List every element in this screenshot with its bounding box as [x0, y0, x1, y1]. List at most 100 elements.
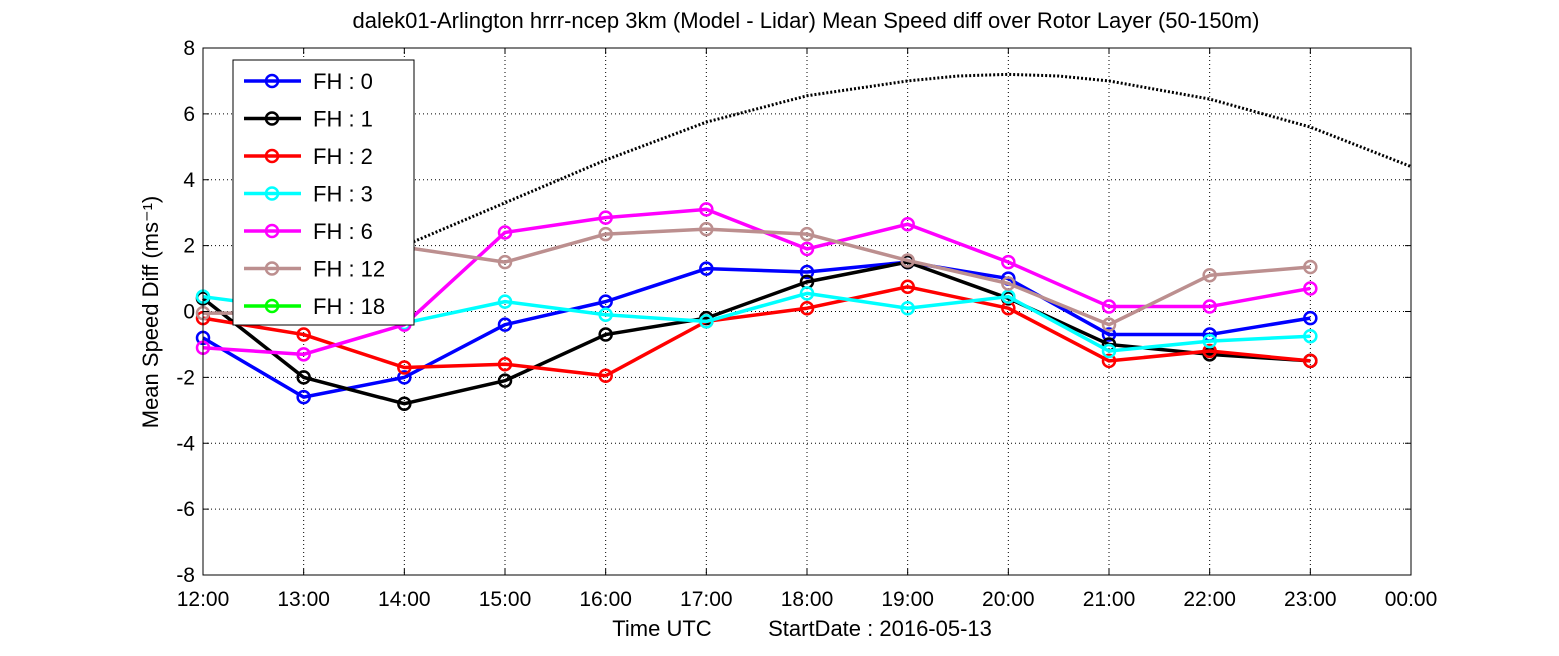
- y-tick-label: 4: [183, 169, 195, 192]
- data-point: [1303, 281, 1318, 296]
- legend-swatch-marker: [264, 111, 280, 126]
- data-point: [296, 370, 311, 385]
- data-point: [799, 286, 815, 301]
- x-tick-label: 17:00: [680, 588, 733, 611]
- series-line: [202, 285, 1311, 378]
- data-point: [1303, 353, 1318, 369]
- x-tick-label: 18:00: [781, 588, 834, 611]
- data-point: [699, 314, 714, 329]
- data-point: [598, 327, 613, 342]
- data-point: [699, 261, 714, 276]
- data-point: [799, 226, 815, 242]
- x-axis-label: Time UTC: [612, 616, 712, 641]
- data-point: [1101, 343, 1117, 359]
- y-tick-label: -2: [176, 366, 195, 389]
- data-point: [799, 241, 815, 257]
- data-point: [497, 254, 513, 270]
- data-point: [397, 370, 412, 385]
- data-point: [296, 389, 311, 405]
- x-tick-label: 14:00: [378, 588, 431, 611]
- y-tick-label: -6: [176, 498, 195, 521]
- series-line: [202, 260, 1311, 399]
- data-point: [900, 253, 915, 268]
- legend-label: FH : 18: [313, 294, 385, 319]
- data-point: [1303, 259, 1318, 275]
- legend-entry: FH : 2: [244, 144, 373, 169]
- data-point: [1303, 328, 1318, 344]
- x-tick-label: 13:00: [277, 588, 330, 611]
- reference-dotted-curve: [353, 72, 1412, 267]
- x-tick-label: 15:00: [479, 588, 532, 611]
- legend-label: FH : 6: [313, 219, 373, 244]
- x-tick-label: 19:00: [881, 588, 934, 611]
- data-point: [1202, 343, 1217, 359]
- legend: FH : 0 FH : 1 FH : 2 FH : 3 FH : 6 FH : 12 FH …: [232, 59, 415, 326]
- data-point: [1101, 353, 1117, 369]
- data-point: [497, 294, 513, 309]
- legend-entry: FH : 0: [244, 69, 373, 94]
- grid-layer: [203, 48, 1411, 575]
- y-tick-label: -8: [176, 564, 195, 587]
- legend-entry: FH : 1: [244, 107, 373, 132]
- data-point: [1202, 268, 1217, 283]
- legend-swatch-marker: [264, 261, 280, 276]
- legend-label: FH : 0: [313, 69, 373, 94]
- x-tick-label: 20:00: [982, 588, 1035, 611]
- legend-entries: FH : 0 FH : 1 FH : 2 FH : 3 FH : 6 FH : 12 FH …: [244, 69, 385, 319]
- y-tick-label: -4: [176, 432, 195, 455]
- data-point: [598, 307, 613, 323]
- data-point: [799, 264, 815, 280]
- data-point: [1101, 299, 1117, 314]
- data-point: [1101, 327, 1117, 342]
- data-point: [1202, 333, 1217, 349]
- legend-label: FH : 1: [313, 107, 373, 132]
- data-point: [598, 226, 613, 242]
- y-tick-label: 0: [183, 301, 195, 324]
- data-point: [699, 221, 714, 237]
- y-tick-label: 6: [183, 103, 195, 126]
- x-tick-label: 00:00: [1385, 588, 1438, 611]
- legend-swatch-marker: [264, 148, 280, 164]
- y-axis-label: Mean Speed Diff (ms⁻¹): [138, 196, 163, 429]
- x-tick-label: 12:00: [177, 588, 230, 611]
- data-point: [1303, 310, 1318, 326]
- x-axis-startdate-label: StartDate : 2016-05-13: [768, 616, 992, 641]
- data-point: [1001, 254, 1016, 270]
- chart-title: dalek01-Arlington hrrr-ncep 3km (Model -…: [353, 8, 1260, 33]
- tick-layer: [202, 47, 1412, 576]
- x-tick-label: 16:00: [579, 588, 632, 611]
- series-line: [201, 260, 1311, 406]
- x-tick-label: 22:00: [1183, 588, 1236, 611]
- legend-swatch-marker: [264, 223, 280, 239]
- data-point: [598, 368, 613, 383]
- legend-swatch-marker: [264, 298, 280, 314]
- data-point: [598, 210, 613, 225]
- y-tick-labels: -8 -6 -4 -2 0 2 4 6 8: [176, 37, 195, 587]
- legend-swatch-marker: [264, 73, 280, 89]
- legend-label: FH : 2: [313, 144, 373, 169]
- data-point: [497, 373, 513, 388]
- data-point: [900, 300, 915, 316]
- y-tick-label: 2: [183, 235, 195, 258]
- data-point: [497, 317, 513, 332]
- data-point: [799, 300, 815, 316]
- x-tick-label: 21:00: [1083, 588, 1136, 611]
- data-point: [397, 360, 412, 375]
- x-tick-label: 23:00: [1284, 588, 1337, 611]
- legend-entry: FH : 3: [244, 182, 373, 207]
- data-point: [1101, 317, 1117, 332]
- data-point: [1202, 299, 1217, 314]
- data-point: [699, 202, 714, 217]
- y-tick-label: 8: [183, 37, 195, 60]
- legend-entry: FH : 18: [244, 294, 385, 319]
- data-point: [900, 279, 915, 295]
- data-point: [1001, 276, 1016, 291]
- series-line: [202, 207, 1311, 357]
- data-point: [497, 225, 513, 240]
- legend-entry: FH : 12: [244, 257, 385, 282]
- data-point: [296, 347, 311, 362]
- x-tick-labels: 12:00 13:00 14:00 15:00 16:00 17:00 18:00 19:00…: [177, 588, 1438, 611]
- data-point: [296, 327, 311, 342]
